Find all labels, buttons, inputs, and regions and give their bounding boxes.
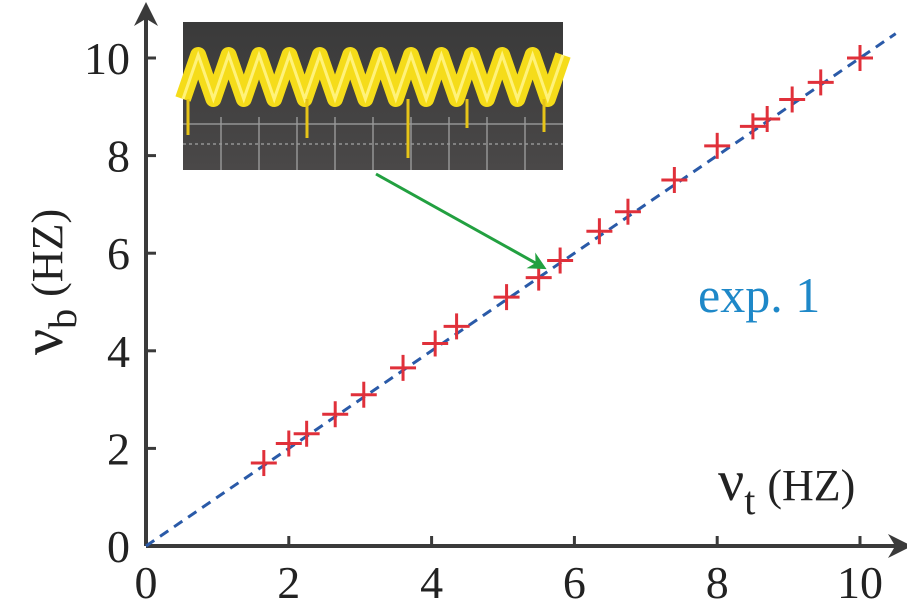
data-point (275, 430, 302, 457)
data-point (250, 450, 277, 477)
data-point (322, 401, 349, 428)
x-tick-label: 2 (277, 557, 300, 608)
oscilloscope-inset (175, 22, 571, 170)
data-point (586, 218, 613, 245)
x-axis-unit: (HZ) (767, 461, 855, 510)
x-tick-label: 4 (420, 557, 443, 608)
data-point (443, 313, 470, 340)
y-tick-label: 0 (107, 521, 130, 572)
svg-text:νb(HZ): νb (HZ) (10, 209, 85, 355)
inset-grid (183, 117, 563, 170)
inset-pointer-arrow (375, 172, 547, 270)
data-point (704, 132, 731, 159)
data-point (779, 86, 806, 113)
data-point (847, 45, 873, 71)
annotation-label: exp. 1 (698, 267, 820, 323)
data-point (807, 69, 834, 96)
y-axis-subscript: b (40, 309, 85, 329)
x-axis-label: νt (HZ) (718, 448, 855, 523)
y-tick-label: 6 (107, 228, 130, 279)
data-markers (250, 45, 873, 477)
data-point (293, 420, 320, 447)
x-tick-label: 8 (706, 557, 729, 608)
inset-trace-core (181, 50, 565, 104)
inset-spikes (186, 99, 546, 158)
data-point (661, 167, 688, 193)
x-tick-label: 6 (563, 557, 586, 608)
y-tick-label: 4 (107, 326, 130, 377)
data-point (422, 330, 449, 357)
y-axis-label: νb (HZ) (10, 209, 85, 355)
y-axis-symbol: ν (10, 329, 75, 355)
y-axis-unit: (HZ) (23, 209, 72, 297)
y-tick-label: 2 (107, 423, 130, 474)
data-point (350, 381, 377, 408)
data-point (493, 284, 520, 311)
data-point (614, 198, 641, 225)
y-tick-label: 8 (107, 131, 130, 182)
data-point (547, 247, 574, 274)
x-axis-subscript: t (744, 478, 755, 523)
data-point (754, 106, 781, 132)
axis-ticks: 0 2 4 6 8 10 0 2 4 6 8 10 (84, 33, 883, 608)
data-point (390, 354, 417, 381)
data-point (739, 113, 766, 140)
x-tick-label: 0 (135, 557, 158, 608)
y-tick-label: 10 (84, 33, 130, 84)
x-tick-label: 10 (837, 557, 883, 608)
x-axis-symbol: ν (718, 448, 744, 513)
data-point (525, 264, 552, 291)
